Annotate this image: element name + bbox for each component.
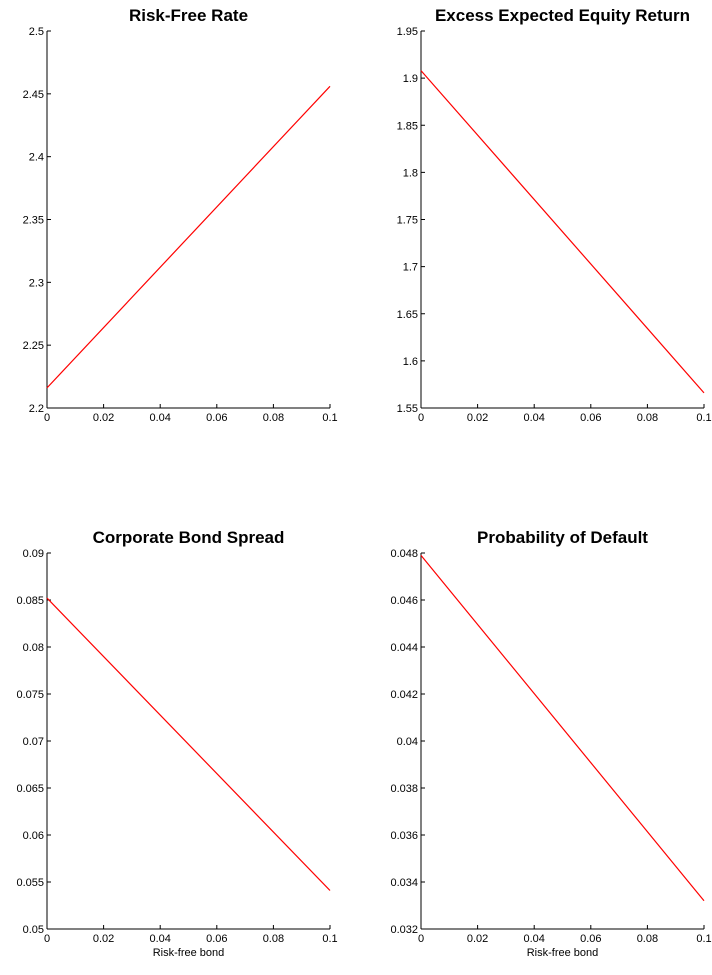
- x-tick-label: 0: [418, 933, 424, 945]
- y-tick-label: 2.45: [23, 89, 44, 101]
- y-tick-label: 1.6: [403, 356, 418, 368]
- y-tick-label: 0.042: [390, 689, 418, 701]
- x-tick-label: 0.08: [637, 412, 658, 424]
- x-tick-label: 0.1: [696, 412, 711, 424]
- y-tick-label: 0.048: [390, 548, 418, 560]
- y-tick-label: 0.032: [390, 924, 418, 936]
- x-tick-label: 0.04: [149, 412, 170, 424]
- panel-title: Risk-Free Rate: [129, 6, 248, 25]
- y-tick-label: 0.07: [23, 736, 44, 748]
- y-tick-label: 2.4: [29, 152, 44, 164]
- panel-probability-of-default: 0 0.02 0.04 0.06 0.08 0.1 0.032 0.034 0.036 0.038…: [390, 528, 711, 959]
- y-tick-label: 1.55: [397, 403, 418, 415]
- series-line: [46, 597, 331, 891]
- panel-risk-free-rate: 0 0.02 0.04 0.06 0.08 0.1 2.2 2.25 2.3 2.35 2.4 2.4…: [23, 6, 338, 424]
- panel-corporate-bond-spread: 0 0.02 0.04 0.06 0.08 0.1 0.05 0.055 0.06 0.065 0.…: [16, 528, 337, 959]
- y-tick-label: 0.044: [390, 642, 418, 654]
- x-tick-label: 0.08: [263, 933, 284, 945]
- x-tick-label: 0.06: [206, 412, 227, 424]
- y-tick-label: 0.034: [390, 877, 418, 889]
- x-tick-label: 0.1: [696, 933, 711, 945]
- x-tick-label: 0.08: [263, 412, 284, 424]
- panel-title: Probability of Default: [477, 528, 648, 547]
- y-tick-label: 2.3: [29, 277, 44, 289]
- y-tick-label: 1.7: [403, 262, 418, 274]
- series-line: [46, 85, 331, 389]
- y-tick-label: 1.75: [397, 215, 418, 227]
- y-tick-label: 0.055: [16, 877, 44, 889]
- x-tick-label: 0.02: [93, 412, 114, 424]
- x-axis-label: Risk-free bond: [153, 947, 225, 959]
- x-tick-label: 0: [418, 412, 424, 424]
- x-tick-label: 0.02: [467, 412, 488, 424]
- y-tick-label: 1.95: [397, 26, 418, 38]
- x-tick-label: 0.02: [467, 933, 488, 945]
- y-tick-label: 0.09: [23, 548, 44, 560]
- series-line: [420, 555, 705, 902]
- x-tick-label: 0.1: [322, 933, 337, 945]
- x-tick-label: 0.08: [637, 933, 658, 945]
- x-tick-label: 0.04: [523, 933, 544, 945]
- x-tick-label: 0.06: [206, 933, 227, 945]
- y-tick-label: 1.9: [403, 73, 418, 85]
- y-tick-label: 2.2: [29, 403, 44, 415]
- y-tick-label: 2.25: [23, 340, 44, 352]
- x-tick-label: 0.04: [149, 933, 170, 945]
- y-tick-label: 1.8: [403, 167, 418, 179]
- y-tick-label: 0.085: [16, 595, 44, 607]
- y-tick-label: 0.038: [390, 783, 418, 795]
- x-tick-label: 0: [44, 412, 50, 424]
- series-line: [420, 70, 705, 394]
- y-tick-label: 0.08: [23, 642, 44, 654]
- x-tick-label: 0: [44, 933, 50, 945]
- y-tick-label: 0.065: [16, 783, 44, 795]
- panel-title: Excess Expected Equity Return: [435, 6, 690, 25]
- x-tick-label: 0.02: [93, 933, 114, 945]
- x-axis-label: Risk-free bond: [527, 947, 599, 959]
- x-tick-label: 0.06: [580, 933, 601, 945]
- y-tick-label: 0.046: [390, 595, 418, 607]
- panel-title: Corporate Bond Spread: [93, 528, 285, 547]
- x-tick-label: 0.04: [523, 412, 544, 424]
- y-tick-label: 0.036: [390, 830, 418, 842]
- y-tick-label: 0.06: [23, 830, 44, 842]
- y-tick-label: 1.65: [397, 309, 418, 321]
- y-tick-label: 2.5: [29, 26, 44, 38]
- y-tick-label: 0.04: [397, 736, 418, 748]
- y-tick-label: 0.075: [16, 689, 44, 701]
- y-tick-label: 2.35: [23, 215, 44, 227]
- x-tick-label: 0.1: [322, 412, 337, 424]
- x-tick-label: 0.06: [580, 412, 601, 424]
- panel-excess-expected-equity-return: 0 0.02 0.04 0.06 0.08 0.1 1.55 1.6 1.65 1.7 1.75 1.…: [397, 6, 712, 424]
- y-tick-label: 0.05: [23, 924, 44, 936]
- y-tick-label: 1.85: [397, 120, 418, 132]
